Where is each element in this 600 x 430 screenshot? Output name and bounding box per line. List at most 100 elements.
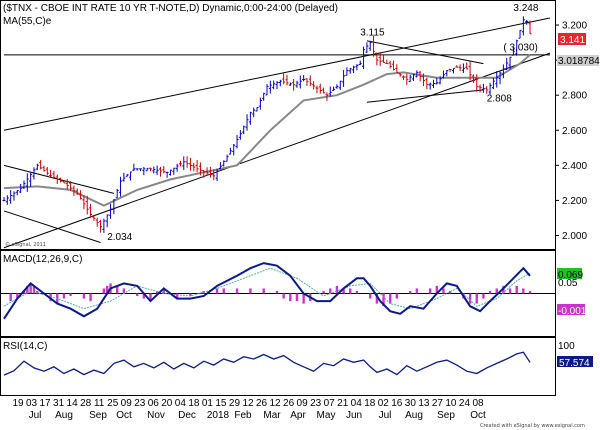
macd-histogram-bar [488, 290, 492, 294]
macd-histogram-bar [142, 293, 146, 299]
macd-histogram-bar [262, 288, 265, 294]
trendline-early-channel-upper [3, 164, 114, 194]
macd-histogram-bar [515, 285, 518, 294]
x-tick-label: 19 [12, 398, 24, 409]
x-month-label: Apr [290, 410, 306, 421]
macd-value-badge [557, 268, 582, 279]
macd-histogram-bar [249, 288, 252, 294]
macd-histogram-bar [16, 293, 19, 299]
macd-histogram-bar [106, 285, 109, 294]
rsi-panel-frame [0, 337, 556, 396]
price-y-tick-label: 2.200 [562, 196, 587, 207]
x-tick-label: 09 [297, 398, 309, 409]
x-axis: 19 03 17 31 14 28 11 25 09 23 06 20 04 18 01 15 29 12 26 12… [12, 398, 486, 421]
x-month-label: Jun [346, 410, 362, 421]
trendline-lower-channel [3, 52, 551, 249]
rsi-value-badge [557, 356, 593, 367]
x-month-label: Jul [29, 410, 42, 421]
x-tick-label: 06 [148, 398, 160, 409]
macd-histogram-bar [428, 288, 432, 294]
trendlines [3, 17, 551, 249]
x-tick-label: 17 [39, 398, 51, 409]
x-tick-label: 12 [242, 398, 254, 409]
x-tick-label: 28 [80, 398, 92, 409]
x-tick-label: 23 [134, 398, 146, 409]
macd-histogram-bar [82, 293, 86, 299]
price-y-tick-label: 2.600 [562, 126, 587, 137]
macd-histogram-bar [522, 288, 525, 294]
macd-histogram-bar [62, 293, 66, 299]
x-tick-label: 18 [188, 398, 200, 409]
macd-histogram-bar [135, 293, 139, 297]
price-last-value: 3.141 [560, 35, 585, 46]
signal-value: -0.001 [558, 306, 587, 317]
x-tick-label: 20 [161, 398, 173, 409]
price-last-badge [558, 33, 586, 45]
macd-histogram-bar [369, 293, 372, 299]
macd-histogram-bar [36, 290, 39, 294]
ma-value-badge [557, 55, 599, 66]
chart-title: ($TNX - CBOE INT RATE 10 YR T-NOTE,D) Dy… [3, 3, 338, 14]
price-annotation: 2.808 [487, 93, 512, 104]
rsi-tick: 100 [558, 341, 575, 352]
x-tick-label: 13 [418, 398, 430, 409]
macd-histogram-bar [495, 288, 498, 294]
macd-histogram-bar [189, 293, 192, 297]
price-annotation: 3.115 [360, 28, 385, 39]
copyright-footer: Created with eSignal by www.esignal.com [480, 423, 585, 429]
x-month-label: Feb [234, 410, 252, 421]
x-tick-label: 23 [310, 398, 322, 409]
macd-histogram-bar [26, 285, 29, 294]
rsi-series [3, 351, 531, 376]
macd-histogram-bar [415, 288, 419, 294]
macd-histogram-bar [302, 293, 305, 304]
macd-histogram-bar [395, 293, 399, 299]
macd-histogram-bar [222, 288, 225, 294]
x-tick-label: 04 [351, 398, 363, 409]
macd-histogram-bar [355, 290, 359, 294]
rsi-label: RSI(14,C) [3, 341, 47, 352]
x-tick-label: 27 [432, 398, 444, 409]
macd-histogram-bar [475, 293, 478, 304]
x-month-label: Jul [379, 410, 392, 421]
macd-histogram-bar [9, 293, 12, 302]
x-tick-label: 24 [459, 398, 471, 409]
x-month-label: May [317, 410, 336, 421]
x-tick-label: 11 [94, 398, 105, 409]
x-tick-label: 02 [378, 398, 390, 409]
price-y-tick-label: 2.400 [562, 161, 587, 172]
trendline-triangle-upper [366, 40, 484, 65]
macd-histogram-bar [289, 293, 292, 302]
price-panel-frame [0, 0, 556, 250]
macd-histogram-bar [275, 290, 279, 294]
macd-histogram-bar [408, 290, 412, 294]
x-tick-label: 16 [391, 398, 403, 409]
annotations: 3.248 3.115 ( 3.030) 2.808 2.034 [107, 3, 539, 243]
x-tick-label: 31 [53, 398, 65, 409]
macd-series [1, 262, 555, 320]
macd-histogram-bar [282, 293, 285, 299]
x-tick-label: 26 [256, 398, 268, 409]
x-tick-label: 21 [337, 398, 349, 409]
macd-histogram-bar [29, 283, 32, 294]
macd-histogram-bar [342, 288, 345, 294]
x-tick-label: 08 [472, 398, 484, 409]
macd-histogram-bar [329, 288, 332, 294]
macd-histogram-bar [468, 293, 472, 304]
ma-line [3, 54, 531, 207]
x-month-label: 2018 [207, 410, 230, 421]
price-y-tick-label: 2.800 [562, 91, 587, 102]
x-tick-label: 04 [175, 398, 187, 409]
macd-histogram-bar [102, 288, 106, 294]
x-tick-label: 03 [26, 398, 38, 409]
macd-histogram-bar [162, 288, 166, 294]
ma-label: MA(55,C)e [3, 16, 52, 27]
macd-tick: 0.05 [558, 278, 578, 289]
macd-histogram-bar [89, 293, 92, 302]
x-tick-label: 12 [269, 398, 281, 409]
macd-histogram-bar [442, 288, 445, 294]
macd-histogram-bar [435, 285, 439, 294]
macd-histogram-bar [295, 293, 299, 302]
x-month-label: Nov [147, 410, 165, 421]
